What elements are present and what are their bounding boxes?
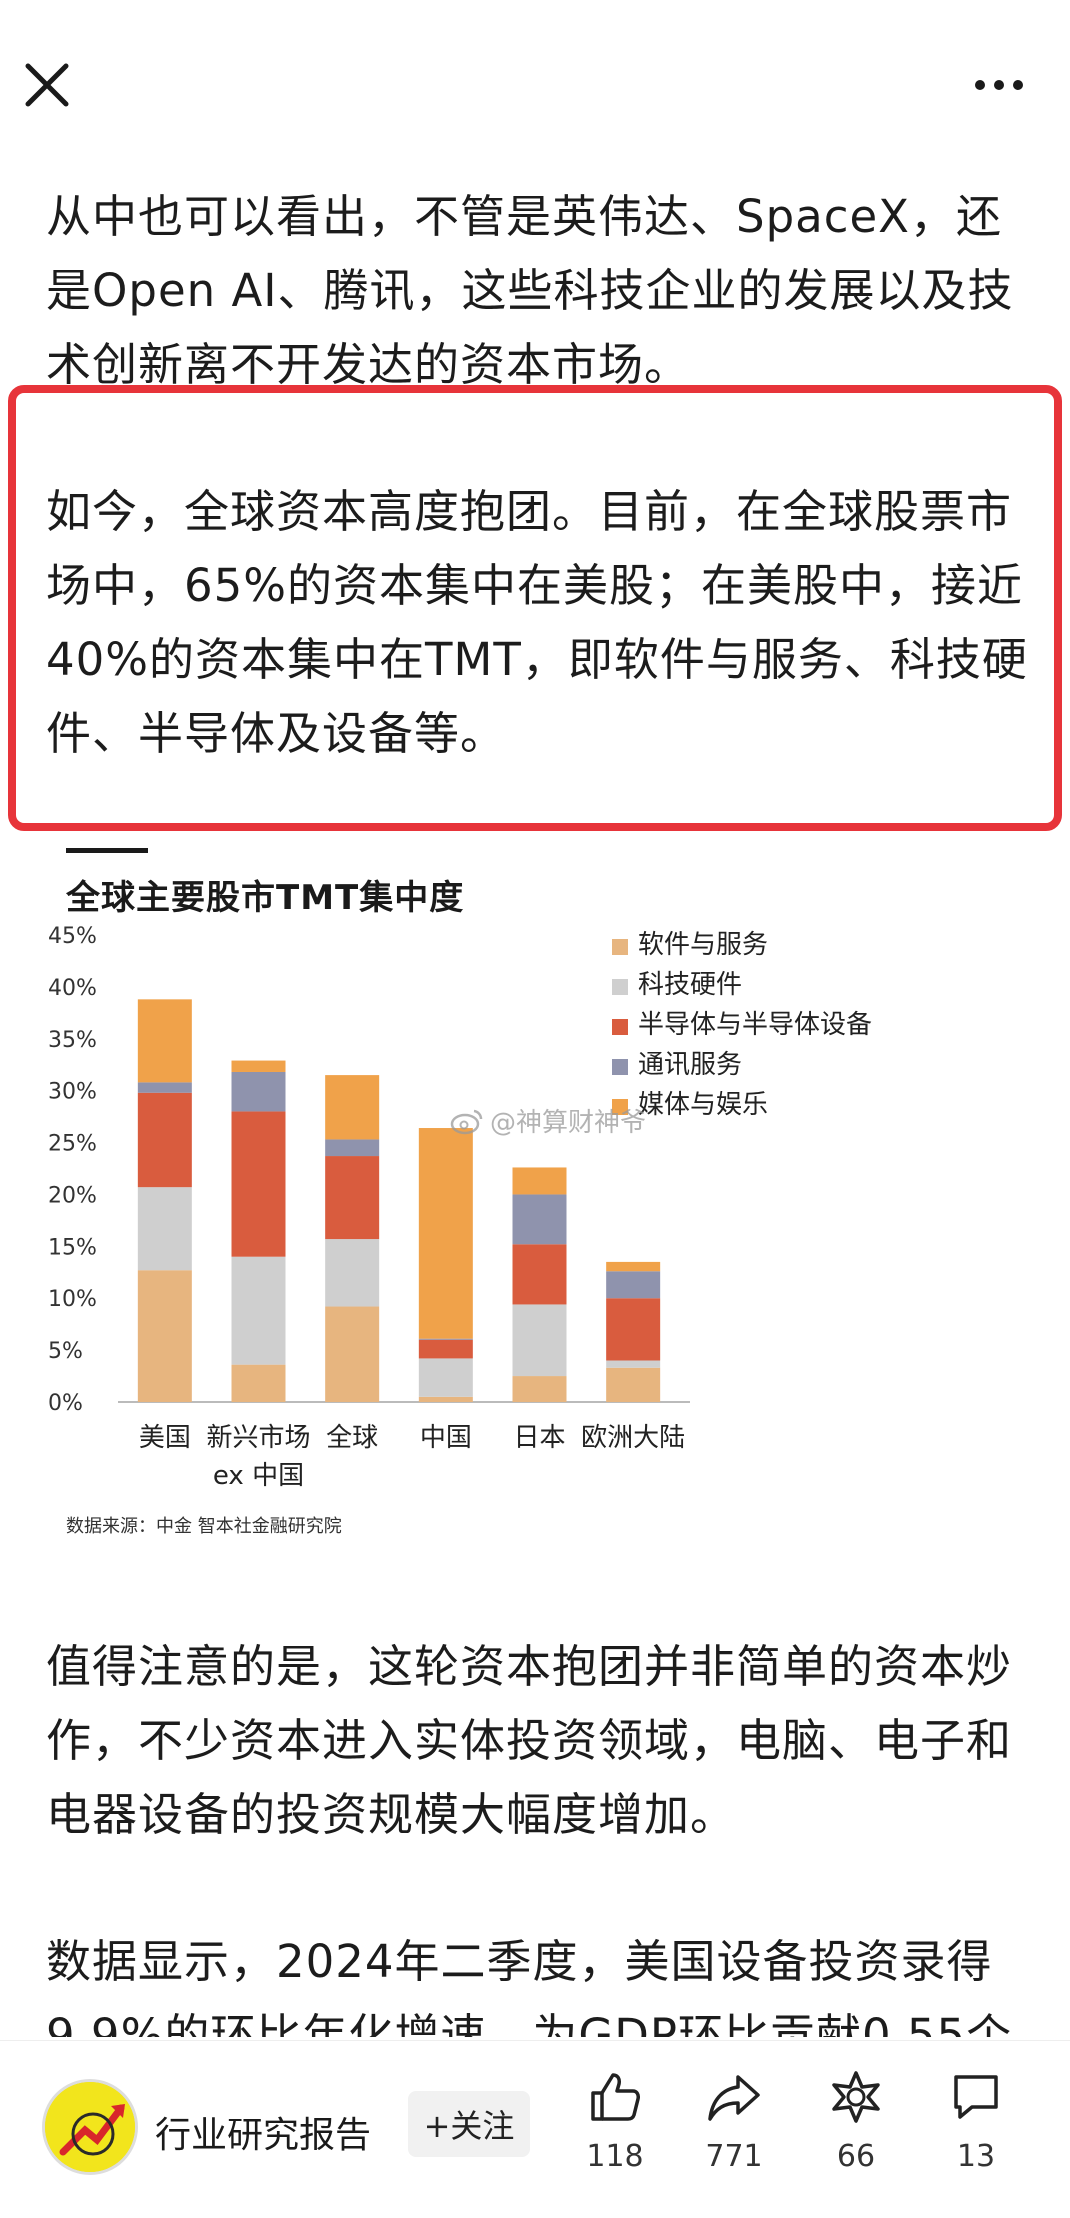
legend-swatch <box>612 939 628 955</box>
bar-segment <box>606 1298 661 1361</box>
share-count: 771 <box>705 2139 763 2174</box>
watermark-text: @神算财神爷 <box>490 1108 647 1138</box>
comment-count: 13 <box>956 2139 996 2174</box>
y-tick-label: 0% <box>48 1391 83 1416</box>
comment-icon <box>954 2075 998 2119</box>
follow-button[interactable]: +关注 <box>408 2091 530 2157</box>
chart-top-rule <box>66 848 148 853</box>
x-tick-label: 欧洲大陆 <box>581 1423 685 1453</box>
y-tick-label: 25% <box>48 1132 97 1157</box>
x-tick-label: 美国 <box>139 1423 191 1453</box>
bar-segment <box>325 1139 380 1157</box>
x-tick-label: ex 中国 <box>213 1461 304 1491</box>
y-tick-label: 45% <box>48 924 97 949</box>
bar-segment <box>418 1338 473 1340</box>
close-icon[interactable] <box>20 58 74 112</box>
highlight-box <box>8 385 1062 831</box>
chart-title: 全球主要股市TMT集中度 <box>66 878 465 918</box>
more-dot <box>1013 80 1023 90</box>
y-tick-label: 10% <box>48 1287 97 1312</box>
share-button[interactable]: 771 <box>684 2069 784 2174</box>
more-icon[interactable] <box>975 70 1035 100</box>
bar-segment <box>512 1244 567 1305</box>
article-paragraph-4: 数据显示，2024年二季度，美国设备投资录得9.9%的环比年化增速，为GDP环比… <box>46 1935 1013 2037</box>
bar-segment <box>325 1306 380 1402</box>
bar-segment <box>231 1256 286 1365</box>
bar-segment <box>231 1364 286 1402</box>
bar-segment <box>325 1239 380 1307</box>
article-paragraph-1: 从中也可以看出，不管是英伟达、SpaceX，还是Open AI、腾讯，这些科技企… <box>46 190 1014 391</box>
watermark: @神算财神爷 <box>450 1102 646 1139</box>
chart-source: 数据来源：中金 智本社金融研究院 <box>66 1516 342 1537</box>
legend-label: 通讯服务 <box>638 1050 742 1080</box>
bar-segment <box>325 1075 380 1140</box>
avatar[interactable] <box>42 2079 138 2175</box>
y-tick-label: 20% <box>48 1183 97 1208</box>
legend-swatch <box>612 1059 628 1075</box>
weibo-icon <box>450 1109 483 1134</box>
legend-swatch <box>612 1019 628 1035</box>
stacked-bar-chart: 0% 5% 10% 15% 20% 25% 30% 35% 40% 45% 美国 新兴市场 ex 中国全… <box>48 924 872 1491</box>
x-tick-label: 全球 <box>326 1423 378 1453</box>
bar-segment <box>512 1376 567 1402</box>
bar-segment <box>231 1060 286 1072</box>
chart-image[interactable]: 全球主要股市TMT集中度 0% 5% 10% 15% 20% 25% 30% 35% 40% 45… <box>40 840 1030 1560</box>
x-tick-label: 中国 <box>420 1423 472 1453</box>
collect-button[interactable]: 66 <box>806 2069 906 2174</box>
bar-segment <box>418 1396 473 1402</box>
bottom-bar: 行业研究报告 +关注 118 771 66 13 <box>0 2040 1070 2218</box>
bar-segment <box>137 1187 192 1271</box>
like-count: 118 <box>586 2139 644 2174</box>
article-paragraph-2: 如今，全球资本高度抱团。目前，在全球股票市场中，65%的资本集中在美股；在美股中… <box>46 485 1028 760</box>
bar-segment <box>137 1082 192 1093</box>
x-tick-label: 日本 <box>513 1423 565 1453</box>
bar-segment <box>137 1270 192 1402</box>
bar-segment <box>325 1156 380 1240</box>
bar-segment <box>606 1271 661 1299</box>
bar-segment <box>606 1360 661 1368</box>
share-icon <box>708 2075 760 2121</box>
thumbs-up-icon <box>591 2073 640 2121</box>
bar-segment <box>606 1367 661 1402</box>
y-tick-label: 5% <box>48 1339 83 1364</box>
legend-label: 半导体与半导体设备 <box>638 1010 872 1040</box>
author-name[interactable]: 行业研究报告 <box>155 2115 372 2156</box>
bar-segment <box>418 1339 473 1359</box>
top-bar <box>0 0 1070 170</box>
more-dot <box>994 80 1004 90</box>
star-icon <box>832 2071 880 2123</box>
bar-segment <box>512 1167 567 1195</box>
bar-segment <box>606 1261 661 1272</box>
y-tick-label: 40% <box>48 976 97 1001</box>
bar-segment <box>512 1304 567 1377</box>
bar-segment <box>137 1092 192 1188</box>
legend-label: 媒体与娱乐 <box>638 1090 768 1120</box>
y-tick-label: 30% <box>48 1080 97 1105</box>
like-button[interactable]: 118 <box>565 2069 665 2174</box>
comment-button[interactable]: 13 <box>926 2069 1026 2174</box>
bar-segment <box>231 1071 286 1112</box>
legend-label: 软件与服务 <box>638 930 768 960</box>
legend-swatch <box>612 1099 628 1115</box>
collect-count: 66 <box>836 2139 876 2174</box>
x-tick-label: 新兴市场 <box>206 1423 310 1453</box>
legend-label: 科技硬件 <box>638 970 742 1000</box>
bar-segment <box>512 1194 567 1245</box>
article-paragraph-3: 值得注意的是，这轮资本抱团并非简单的资本炒作，不少资本进入实体投资领域，电脑、电… <box>46 1640 1013 1841</box>
y-tick-label: 35% <box>48 1028 97 1053</box>
y-tick-label: 15% <box>48 1235 97 1260</box>
legend-swatch <box>612 979 628 995</box>
bar-segment <box>231 1111 286 1257</box>
more-dot <box>975 80 985 90</box>
bar-segment <box>137 999 192 1083</box>
bar-segment <box>418 1358 473 1397</box>
bar-segment <box>418 1128 473 1339</box>
